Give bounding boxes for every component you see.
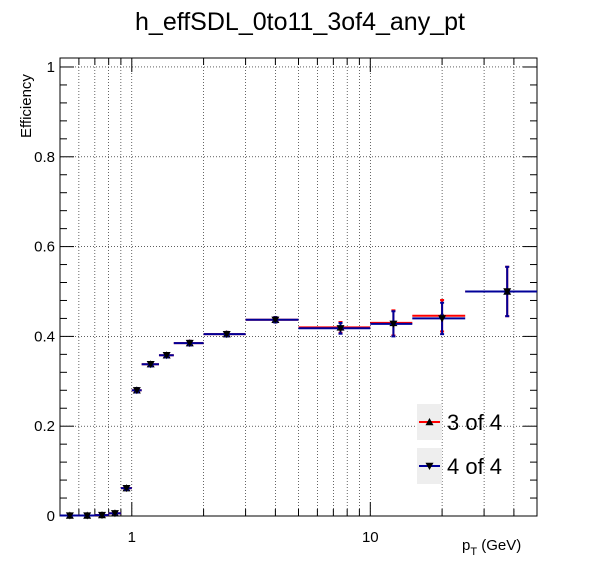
legend: 3 of 4 4 of 4 bbox=[417, 404, 502, 484]
chart-title: h_effSDL_0to11_3of4_any_pt bbox=[135, 8, 465, 36]
legend-label: 4 of 4 bbox=[447, 454, 502, 479]
legend-entry: 4 of 4 bbox=[417, 448, 502, 484]
legend-label: 3 of 4 bbox=[447, 410, 502, 435]
y-tick-label: 0.2 bbox=[34, 418, 55, 435]
y-tick-label: 0 bbox=[47, 508, 55, 525]
legend-entry: 3 of 4 bbox=[417, 404, 502, 440]
data-point-marker bbox=[438, 315, 447, 323]
data-point-marker bbox=[83, 512, 92, 520]
x-tick-label: 10 bbox=[362, 529, 379, 546]
data-point-marker bbox=[503, 288, 512, 296]
data-point-marker bbox=[389, 320, 398, 328]
data-point-marker bbox=[425, 462, 434, 470]
data-point-marker bbox=[132, 387, 141, 395]
x-axis-title: pT (GeV) bbox=[462, 537, 521, 558]
data-point-marker bbox=[162, 352, 171, 360]
data-point-marker bbox=[425, 418, 434, 426]
data-point-marker bbox=[65, 512, 74, 520]
x-axis-title-subscript: T bbox=[470, 546, 477, 558]
data-point-marker bbox=[97, 511, 106, 520]
data-point-marker bbox=[110, 510, 119, 518]
data-point-marker bbox=[222, 330, 231, 339]
data-series bbox=[60, 265, 537, 520]
axis-ticks bbox=[59, 58, 538, 517]
y-axis-title: Efficiency bbox=[18, 74, 35, 138]
x-axis-title-main: p bbox=[462, 537, 470, 554]
x-tick-label: 1 bbox=[128, 529, 136, 546]
data-point-marker bbox=[122, 484, 131, 493]
series-2 bbox=[60, 265, 537, 520]
tick-labels: 1 10 0 0.2 0.4 0.6 0.8 1 bbox=[34, 59, 378, 546]
y-tick-label: 1 bbox=[47, 59, 55, 76]
grid-lines bbox=[60, 58, 537, 516]
y-tick-label: 0.8 bbox=[34, 149, 55, 166]
data-point-marker bbox=[185, 339, 194, 348]
y-tick-label: 0.4 bbox=[34, 328, 55, 345]
x-axis-title-unit: (GeV) bbox=[477, 537, 521, 554]
data-point-marker bbox=[146, 361, 155, 369]
y-tick-label: 0.6 bbox=[34, 239, 55, 256]
data-point-marker bbox=[271, 316, 280, 324]
data-point-marker bbox=[336, 325, 345, 333]
